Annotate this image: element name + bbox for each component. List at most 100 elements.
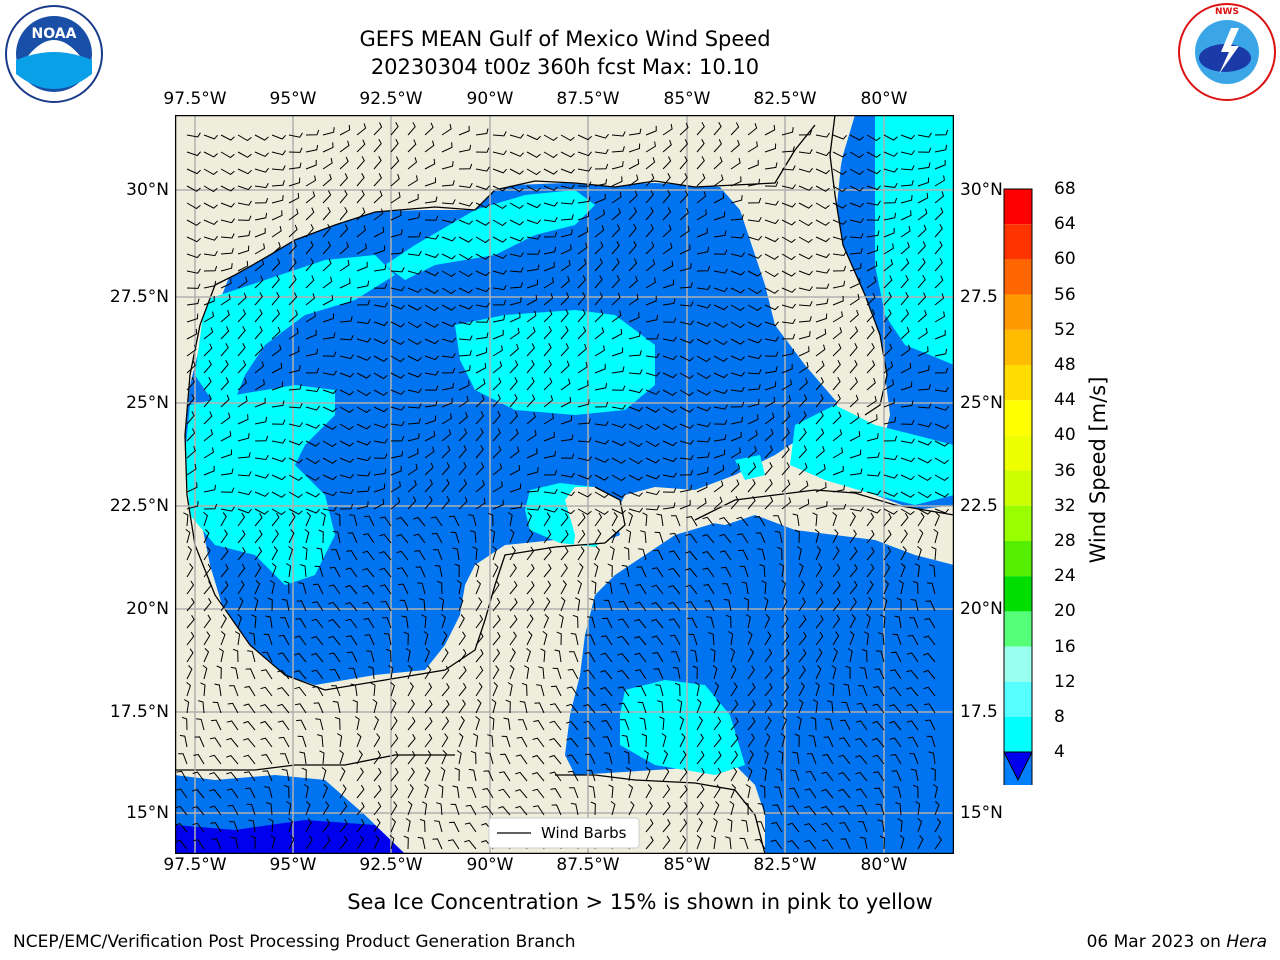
wind-barb: [703, 584, 715, 595]
wind-barb: [296, 719, 307, 731]
wind-barb: [322, 223, 331, 238]
wind-barb: [584, 737, 596, 748]
wind-barb: [220, 248, 234, 255]
wind-barb: [339, 488, 354, 495]
wind-barb: [883, 473, 898, 479]
wind-barb: [407, 139, 417, 153]
wind-barb: [248, 819, 256, 833]
wind-barb: [764, 219, 779, 225]
wind-barb: [458, 144, 472, 153]
wind-barb: [696, 452, 710, 459]
wind-barb: [687, 617, 698, 629]
wind-barb: [407, 479, 417, 493]
wind-barb: [220, 597, 228, 612]
wind-barb: [490, 529, 496, 544]
wind-barb: [424, 287, 439, 294]
wind-barb: [651, 618, 664, 629]
wind-barb: [815, 682, 820, 697]
wind-barb: [186, 648, 194, 663]
wind-barb: [220, 377, 229, 391]
wind-barb: [407, 750, 416, 765]
wind-barb: [424, 370, 439, 376]
wind-barb: [209, 772, 222, 782]
wind-barb: [893, 786, 902, 799]
wind-barb: [640, 530, 647, 544]
wind-barb: [713, 464, 725, 476]
lat-tick-left: 15°N: [126, 803, 169, 823]
colorbar-segment: [1004, 576, 1032, 612]
wind-barb: [441, 716, 450, 731]
wind-barb: [322, 206, 331, 221]
wind-barb: [454, 563, 460, 578]
wind-barb: [390, 801, 398, 816]
wind-barb: [747, 384, 761, 391]
wind-barb: [515, 754, 528, 765]
wind-barb: [754, 838, 766, 850]
wind-barb: [390, 767, 399, 782]
wind-barb: [773, 515, 783, 527]
wind-barb: [441, 123, 452, 136]
wind-barb: [628, 331, 641, 340]
wind-barb: [611, 347, 624, 357]
wind-barb: [917, 224, 927, 238]
wind-barb: [794, 733, 800, 748]
wind-barb: [645, 314, 659, 323]
wind-barb: [657, 700, 664, 714]
wind-barb: [602, 617, 613, 629]
wind-barb: [271, 165, 286, 171]
wind-barb: [407, 448, 419, 459]
wind-barb: [398, 583, 409, 595]
wind-barb: [237, 215, 252, 221]
wind-barb: [407, 212, 421, 221]
wind-barb: [305, 224, 314, 238]
wind-barb: [288, 365, 301, 374]
wind-barb: [730, 416, 744, 425]
wind-barb: [203, 503, 218, 510]
wind-barb: [280, 617, 290, 629]
wind-barb: [764, 665, 773, 680]
wind-barb: [679, 320, 695, 326]
wind-barb: [509, 597, 518, 612]
wind-barb: [390, 321, 405, 328]
wind-barb: [452, 785, 460, 799]
wind-barb: [179, 734, 188, 748]
wind-barb: [492, 445, 502, 459]
colorbar-tick: 48: [1054, 355, 1076, 375]
wind-barb: [475, 236, 490, 244]
wind-barb: [729, 800, 735, 816]
map-title-line1: GEFS MEAN Gulf of Mexico Wind Speed: [359, 27, 771, 51]
wind-barb: [388, 665, 394, 680]
wind-barb: [356, 440, 371, 446]
wind-barb: [237, 325, 246, 340]
wind-barb: [305, 405, 320, 411]
wind-barb: [356, 767, 364, 782]
wind-barb: [322, 241, 331, 255]
wind-barb: [468, 768, 477, 782]
wind-barb: [491, 699, 497, 714]
wind-barb: [815, 344, 826, 357]
wind-barb: [543, 512, 551, 527]
wind-barb: [696, 338, 711, 345]
wind-barb: [787, 805, 800, 816]
wind-barb: [373, 338, 388, 345]
wind-barb: [560, 360, 570, 374]
wind-barb: [288, 147, 303, 153]
wind-barb: [594, 546, 600, 561]
wind-barb: [577, 580, 582, 595]
wind-barb: [849, 377, 858, 391]
wind-barb: [838, 737, 851, 748]
wind-barb: [558, 614, 564, 629]
wind-barb: [713, 784, 721, 799]
footer-date: 06 Mar 2023 on: [1086, 932, 1227, 952]
wind-barb: [934, 423, 949, 429]
wind-barb: [441, 253, 456, 260]
wind-barb: [934, 474, 949, 482]
wind-barb: [305, 440, 320, 447]
wind-barb: [690, 649, 698, 663]
wind-barb: [175, 788, 188, 799]
wind-barb: [823, 736, 834, 748]
wind-barb: [203, 529, 210, 544]
wind-barb: [492, 377, 502, 391]
wind-barb: [934, 258, 943, 272]
wind-barb: [728, 631, 734, 646]
